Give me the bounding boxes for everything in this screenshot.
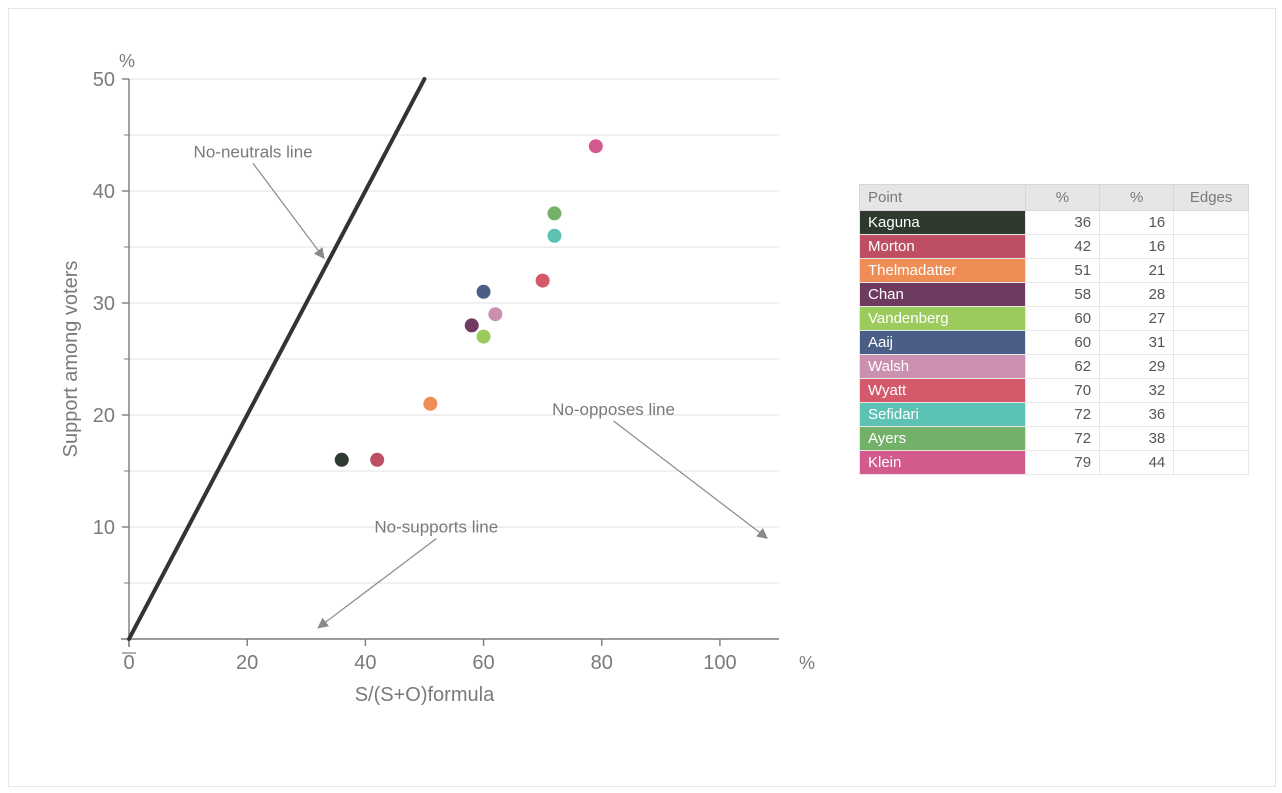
table-row: Aaij6031 — [860, 331, 1249, 355]
cell-edges — [1174, 451, 1249, 475]
annotation-label: No-opposes line — [552, 400, 675, 419]
cell-x: 51 — [1025, 259, 1099, 283]
cell-y: 32 — [1100, 379, 1174, 403]
cell-x: 79 — [1025, 451, 1099, 475]
cell-name: Wyatt — [860, 379, 1026, 403]
col-y: % — [1100, 185, 1174, 211]
y-tick-label: 20 — [93, 405, 115, 427]
cell-y: 38 — [1100, 427, 1174, 451]
cell-x: 72 — [1025, 403, 1099, 427]
x-tick-label: 60 — [472, 652, 494, 674]
cell-name: Vandenberg — [860, 307, 1026, 331]
y-tick-label: 10 — [93, 517, 115, 539]
cell-name: Kaguna — [860, 211, 1026, 235]
y-axis-label: Support among voters — [60, 261, 82, 458]
cell-y: 31 — [1100, 331, 1174, 355]
annotation-label: No-supports line — [374, 518, 498, 537]
x-tick-label: 100 — [703, 652, 736, 674]
col-x: % — [1025, 185, 1099, 211]
cell-edges — [1174, 307, 1249, 331]
scatter-point — [547, 229, 561, 243]
cell-x: 60 — [1025, 307, 1099, 331]
scatter-point — [589, 139, 603, 153]
cell-edges — [1174, 283, 1249, 307]
cell-name: Ayers — [860, 427, 1026, 451]
table-header-row: Point % % Edges — [860, 185, 1249, 211]
table-row: Chan5828 — [860, 283, 1249, 307]
legend-table: Point % % Edges Kaguna3616Morton4216Thel… — [859, 184, 1249, 475]
cell-y: 16 — [1100, 235, 1174, 259]
cell-y: 36 — [1100, 403, 1174, 427]
table-row: Thelmadatter5121 — [860, 259, 1249, 283]
cell-name: Thelmadatter — [860, 259, 1026, 283]
scatter-point — [547, 206, 561, 220]
scatter-point — [465, 318, 479, 332]
x-tick-label: 40 — [354, 652, 376, 674]
cell-y: 16 — [1100, 211, 1174, 235]
cell-edges — [1174, 403, 1249, 427]
annotation-arrow — [253, 163, 324, 258]
cell-edges — [1174, 427, 1249, 451]
annotation-arrow — [614, 421, 768, 538]
scatter-point — [477, 285, 491, 299]
table-row: Kaguna3616 — [860, 211, 1249, 235]
x-tick-label: 20 — [236, 652, 258, 674]
chart-svg: 0 20 40 60 80 100 10 20 30 40 50%% S/(S+O)formula Su… — [59, 39, 819, 739]
scatter-point — [536, 274, 550, 288]
x-tick-label: 0 — [123, 652, 134, 674]
cell-x: 72 — [1025, 427, 1099, 451]
scatter-point — [423, 397, 437, 411]
y-tick-label: 50 — [93, 69, 115, 91]
cell-edges — [1174, 331, 1249, 355]
cell-y: 44 — [1100, 451, 1174, 475]
cell-name: Sefidari — [860, 403, 1026, 427]
cell-name: Chan — [860, 283, 1026, 307]
cell-edges — [1174, 211, 1249, 235]
cell-edges — [1174, 379, 1249, 403]
legend-table-wrap: Point % % Edges Kaguna3616Morton4216Thel… — [859, 184, 1249, 475]
x-tick-label: 80 — [591, 652, 613, 674]
cell-y: 29 — [1100, 355, 1174, 379]
table-row: Ayers7238 — [860, 427, 1249, 451]
cell-y: 27 — [1100, 307, 1174, 331]
cell-name: Walsh — [860, 355, 1026, 379]
cell-edges — [1174, 235, 1249, 259]
table-row: Vandenberg6027 — [860, 307, 1249, 331]
annotation-label: No-neutrals line — [194, 142, 313, 161]
cell-x: 62 — [1025, 355, 1099, 379]
cell-x: 36 — [1025, 211, 1099, 235]
table-row: Walsh6229 — [860, 355, 1249, 379]
scatter-point — [477, 330, 491, 344]
y-unit-label: % — [119, 51, 135, 71]
cell-x: 58 — [1025, 283, 1099, 307]
table-row: Klein7944 — [860, 451, 1249, 475]
col-point: Point — [860, 185, 1026, 211]
table-row: Morton4216 — [860, 235, 1249, 259]
cell-edges — [1174, 259, 1249, 283]
cell-name: Morton — [860, 235, 1026, 259]
cell-x: 70 — [1025, 379, 1099, 403]
cell-name: Klein — [860, 451, 1026, 475]
cell-x: 42 — [1025, 235, 1099, 259]
scatter-point — [335, 453, 349, 467]
cell-y: 28 — [1100, 283, 1174, 307]
y-tick-label: 40 — [93, 181, 115, 203]
x-unit-label: % — [799, 653, 815, 673]
cell-y: 21 — [1100, 259, 1174, 283]
x-axis-label: S/(S+O)formula — [355, 684, 495, 706]
cell-x: 60 — [1025, 331, 1099, 355]
cell-name: Aaij — [860, 331, 1026, 355]
table-row: Sefidari7236 — [860, 403, 1249, 427]
scatter-point — [488, 307, 502, 321]
outer-frame: 0 20 40 60 80 100 10 20 30 40 50%% S/(S+O)formula Su… — [8, 8, 1276, 787]
col-edges: Edges — [1174, 185, 1249, 211]
table-row: Wyatt7032 — [860, 379, 1249, 403]
cell-edges — [1174, 355, 1249, 379]
y-tick-label: 30 — [93, 293, 115, 315]
scatter-chart: 0 20 40 60 80 100 10 20 30 40 50%% S/(S+O)formula Su… — [59, 39, 819, 739]
scatter-point — [370, 453, 384, 467]
